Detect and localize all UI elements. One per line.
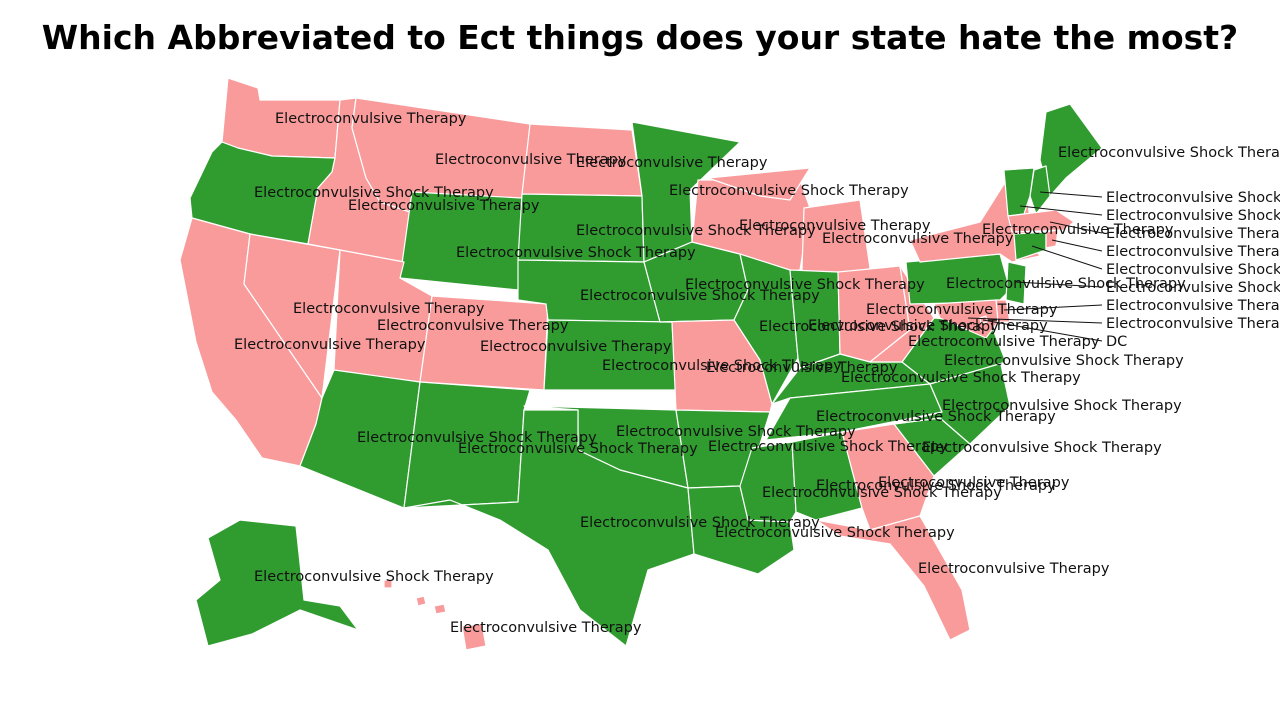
state-label-oh: Electroconvulsive Therapy (866, 302, 1058, 318)
state-label-ia: Electroconvulsive Shock Therapy (685, 277, 925, 293)
state-me (1039, 103, 1103, 197)
state-label-ar: Electroconvulsive Shock Therapy (816, 409, 1056, 425)
state-label-tn: Electroconvulsive Shock Therapy (708, 439, 948, 455)
state-label-mo: Electroconvulsive Therapy (706, 360, 898, 376)
state-label-id: Electroconvulsive Therapy (348, 198, 540, 214)
state-label-la: Electroconvulsive Shock Therapy (715, 525, 955, 541)
states-layer (179, 77, 1103, 651)
state-label-mn: Electroconvulsive Shock Therapy (669, 183, 909, 199)
state-label-al: Electroconvulsive Shock Therapy (816, 478, 1056, 494)
state-label-nc: Electroconvulsive Shock Therapy (942, 398, 1182, 414)
state-label-md: Electroconvulsive Therapy (1106, 316, 1280, 332)
leader-line-vt (1019, 205, 1103, 216)
state-label-or: Electroconvulsive Shock Therapy (254, 185, 494, 201)
state-label-nd: Electroconvulsive Therapy (576, 155, 768, 171)
labels-layer: Electroconvulsive TherapyElectroconvulsi… (234, 111, 1280, 636)
state-ak (195, 519, 359, 647)
leader-line-ri (1051, 239, 1103, 252)
state-nc (893, 359, 1011, 445)
state-label-ky: Electroconvulsive Shock Therapy (841, 370, 1081, 386)
state-label-il: Electroconvulsive Shock Therapy (759, 319, 999, 335)
state-label-sc: Electroconvulsive Shock Therapy (922, 440, 1162, 456)
state-label-ga: Electroconvulsive Therapy (878, 475, 1070, 491)
leader-line-de (1003, 304, 1103, 311)
state-label-dc: DC (1106, 334, 1127, 350)
state-label-in: Electroconvulsive Shock Therapy (808, 318, 1048, 334)
state-label-mt: Electroconvulsive Therapy (435, 152, 627, 168)
state-label-ma: Electroconvulsive Therapy (1106, 226, 1280, 242)
state-label-ri: Electroconvulsive Therapy (1106, 244, 1280, 260)
leader-line-ct (1031, 245, 1103, 270)
state-label-ms: Electroconvulsive Shock Therapy (762, 485, 1002, 501)
state-label-nm: Electroconvulsive Shock Therapy (458, 441, 698, 457)
state-label-de: Electroconvulsive Therapy (1106, 298, 1280, 314)
state-label-ks: Electroconvulsive Shock Therapy (602, 358, 842, 374)
state-label-nh: Electroconvulsive Shock Therapy (1106, 190, 1280, 206)
leader-lines-layer (967, 191, 1103, 342)
state-fl (815, 515, 971, 641)
state-nj (1005, 261, 1027, 305)
state-label-az: Electroconvulsive Shock Therapy (357, 430, 597, 446)
map-title: Which Abbreviated to Ect things does you… (41, 18, 1239, 57)
state-label-ok: Electroconvulsive Shock Therapy (616, 424, 856, 440)
state-label-nv: Electroconvulsive Therapy (293, 301, 485, 317)
state-wv (869, 265, 935, 363)
state-label-ut: Electroconvulsive Therapy (377, 318, 569, 334)
state-label-me: Electroconvulsive Shock Therapy (1058, 145, 1280, 161)
state-label-pa: Electroconvulsive Shock Therapy (946, 276, 1186, 292)
state-hi (383, 579, 487, 651)
state-label-ne: Electroconvulsive Shock Therapy (580, 288, 820, 304)
state-label-tx: Electroconvulsive Shock Therapy (580, 515, 820, 531)
state-md (933, 299, 999, 339)
state-label-hi: Electroconvulsive Therapy (450, 620, 642, 636)
leader-line-dc (982, 319, 1103, 342)
state-label-wv: Electroconvulsive Therapy (908, 334, 1100, 350)
state-label-fl: Electroconvulsive Therapy (918, 561, 1110, 577)
state-label-nj: Electroconvulsive Shock Therapy (1106, 280, 1280, 296)
leader-line-nj (1015, 281, 1103, 288)
state-label-wi: Electroconvulsive Therapy (739, 218, 931, 234)
state-al (791, 431, 863, 521)
leader-line-nh (1039, 191, 1103, 198)
state-label-co: Electroconvulsive Therapy (480, 339, 672, 355)
state-ct (1013, 231, 1047, 261)
state-label-sd: Electroconvulsive Shock Therapy (576, 223, 816, 239)
state-label-wa: Electroconvulsive Therapy (275, 111, 467, 127)
state-label-ct: Electroconvulsive Shock Therapy (1106, 262, 1280, 278)
state-label-mi: Electroconvulsive Therapy (822, 231, 1014, 247)
leader-line-ma (1049, 221, 1103, 234)
state-label-ny: Electroconvulsive Therapy (982, 222, 1174, 238)
state-label-ca: Electroconvulsive Therapy (234, 337, 426, 353)
leader-line-md (967, 317, 1103, 324)
state-label-wy: Electroconvulsive Shock Therapy (456, 245, 696, 261)
state-vt (1003, 167, 1035, 217)
state-tn (765, 383, 943, 441)
state-dc (979, 315, 988, 324)
state-ri (1045, 229, 1059, 249)
state-label-ak: Electroconvulsive Shock Therapy (254, 569, 494, 585)
state-label-vt: Electroconvulsive Shock Therapy (1106, 208, 1280, 224)
state-label-va: Electroconvulsive Shock Therapy (944, 353, 1184, 369)
